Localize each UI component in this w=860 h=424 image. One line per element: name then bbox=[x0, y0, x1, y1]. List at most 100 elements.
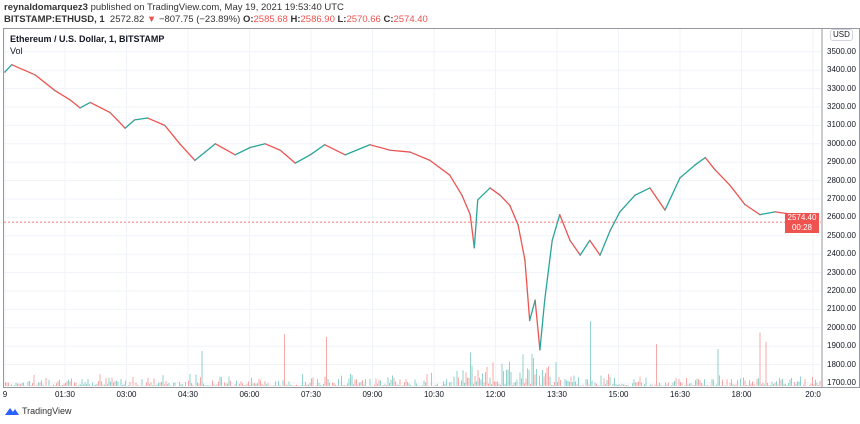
volume-bar bbox=[623, 384, 624, 386]
volume-bar bbox=[666, 384, 668, 386]
volume-bar bbox=[567, 380, 569, 386]
volume-bar bbox=[158, 382, 159, 386]
volume-bar bbox=[597, 385, 599, 386]
currency-button[interactable]: USD bbox=[830, 29, 853, 41]
price-point bbox=[68, 98, 71, 101]
volume-bar bbox=[249, 385, 251, 386]
volume-bar bbox=[390, 379, 392, 386]
price-segment bbox=[539, 300, 546, 350]
volume-bar bbox=[389, 383, 390, 386]
volume-bar bbox=[789, 379, 791, 386]
volume-bar bbox=[146, 382, 147, 386]
price-point bbox=[179, 143, 181, 145]
volume-bar bbox=[819, 380, 821, 386]
volume-bar bbox=[638, 381, 639, 386]
price-point bbox=[579, 254, 582, 256]
symbol: BITSTAMP:ETHUSD, 1 bbox=[4, 14, 105, 25]
volume-bar bbox=[705, 385, 707, 386]
low-value: 2570.66 bbox=[346, 14, 381, 25]
volume-bar bbox=[500, 384, 501, 386]
price-point bbox=[79, 107, 81, 109]
volume-bar bbox=[398, 384, 399, 386]
volume-bar bbox=[690, 383, 692, 386]
volume-bar bbox=[282, 380, 284, 386]
price-point bbox=[679, 177, 681, 179]
price-point bbox=[589, 239, 591, 242]
price-point bbox=[146, 117, 149, 119]
volume-bar bbox=[149, 384, 150, 386]
price-point bbox=[509, 204, 511, 207]
volume-bar bbox=[783, 383, 785, 386]
volume-indicator-label[interactable]: Vol bbox=[10, 46, 23, 56]
volume-bar bbox=[383, 385, 384, 386]
volume-bar bbox=[513, 382, 515, 386]
volume-bar bbox=[639, 376, 641, 386]
volume-bar bbox=[105, 378, 107, 386]
volume-bar bbox=[729, 382, 731, 386]
volume-bar bbox=[615, 383, 617, 386]
price-point bbox=[469, 213, 472, 216]
volume-bar bbox=[780, 379, 782, 386]
price-point bbox=[249, 146, 251, 149]
volume-bar bbox=[764, 384, 765, 386]
volume-bar bbox=[74, 382, 75, 386]
volume-bar bbox=[71, 378, 72, 386]
volume-bar bbox=[189, 373, 191, 386]
volume-bar bbox=[168, 382, 170, 386]
y-tick-label: 2900.00 bbox=[827, 157, 856, 167]
volume-bar bbox=[713, 379, 714, 386]
volume-bar bbox=[93, 384, 95, 386]
volume-bar bbox=[723, 385, 725, 386]
volume-bar bbox=[737, 379, 738, 386]
volume-bar bbox=[441, 385, 443, 386]
volume-bar bbox=[68, 379, 69, 386]
author[interactable]: reynaldomarquez3 bbox=[4, 2, 88, 13]
x-tick-label: 18:00 bbox=[731, 390, 752, 399]
volume-bar bbox=[443, 381, 444, 386]
volume-bar bbox=[566, 380, 567, 386]
volume-bar bbox=[459, 385, 461, 386]
y-tick-label: 3500.00 bbox=[827, 46, 856, 56]
volume-bar bbox=[408, 383, 410, 386]
volume-bar bbox=[467, 377, 468, 386]
volume-bar bbox=[416, 383, 417, 386]
volume-bar bbox=[603, 378, 605, 386]
volume-bar bbox=[60, 385, 62, 386]
volume-bar bbox=[309, 382, 311, 386]
price-segment bbox=[124, 119, 136, 129]
volume-bar bbox=[96, 383, 98, 386]
volume-bar bbox=[555, 362, 557, 386]
volume-bar bbox=[471, 365, 473, 386]
price-segment bbox=[489, 187, 501, 196]
tradingview-logo[interactable]: TradingView bbox=[4, 406, 72, 416]
volume-bar bbox=[63, 383, 65, 386]
x-tick-label: 13:30 bbox=[546, 390, 568, 399]
price-point bbox=[204, 151, 206, 153]
volume-bar bbox=[200, 377, 201, 386]
volume-bar bbox=[749, 380, 750, 386]
volume-bar bbox=[300, 384, 302, 386]
volume-bar bbox=[804, 378, 806, 386]
volume-bar bbox=[609, 376, 611, 386]
volume-bar bbox=[318, 383, 320, 386]
volume-bar bbox=[594, 382, 596, 386]
x-tick-label: 9 bbox=[2, 390, 8, 399]
price-segment bbox=[664, 177, 681, 211]
brand-name: TradingView bbox=[22, 406, 72, 416]
volume-bar bbox=[759, 332, 761, 386]
volume-bar bbox=[497, 381, 498, 386]
volume-bar bbox=[740, 378, 741, 386]
volume-bar bbox=[159, 382, 161, 386]
volume-bar bbox=[128, 385, 129, 386]
price-segment bbox=[89, 101, 111, 114]
volume-bar bbox=[81, 379, 83, 386]
volume-bar bbox=[132, 377, 134, 386]
volume-bar bbox=[800, 376, 801, 386]
volume-bar bbox=[570, 376, 572, 386]
volume-bar bbox=[702, 384, 704, 386]
volume-bar bbox=[725, 385, 726, 386]
volume-bar bbox=[744, 380, 746, 386]
price-point bbox=[619, 211, 621, 213]
volume-bar bbox=[762, 382, 764, 386]
volume-bar bbox=[384, 383, 386, 386]
